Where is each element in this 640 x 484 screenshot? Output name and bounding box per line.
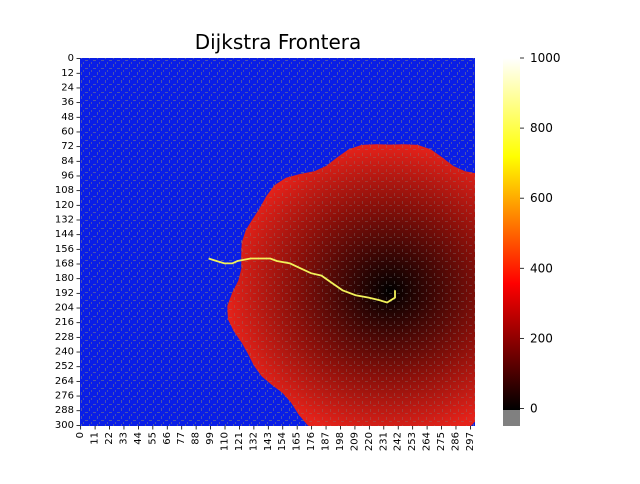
x-tick-label: 143 — [263, 432, 274, 451]
y-tick-label: 264 — [55, 376, 74, 387]
y-tick-label: 156 — [55, 244, 74, 255]
y-tick-label: 276 — [55, 391, 74, 402]
y-tick-label: 48 — [61, 112, 74, 123]
x-tick-label: 220 — [364, 432, 375, 451]
colorbar-tick-label: 600 — [530, 191, 553, 205]
y-tick-label: 144 — [55, 229, 74, 240]
y-tick-label: 204 — [55, 303, 74, 314]
y-tick-label: 96 — [61, 170, 74, 181]
y-tick-label: 300 — [55, 420, 74, 431]
y-tick-label: 12 — [61, 68, 74, 79]
x-tick-label: 77 — [176, 432, 187, 445]
y-tick-label: 0 — [68, 53, 74, 64]
chart-title: Dijkstra Frontera — [195, 30, 362, 54]
y-tick-label: 108 — [55, 185, 74, 196]
x-tick-label: 297 — [465, 432, 476, 451]
y-tick-label: 192 — [55, 288, 74, 299]
y-tick-label: 252 — [55, 361, 74, 372]
x-tick-label: 132 — [248, 432, 259, 451]
y-tick-label: 288 — [55, 405, 74, 416]
colorbar-tick-label: 400 — [530, 261, 553, 275]
y-tick-label: 84 — [61, 156, 74, 167]
colorbar-ticks: 0 200 400 600 800 1000 — [520, 51, 561, 415]
colorbar-tick-label: 0 — [530, 401, 538, 415]
x-tick-label: 110 — [220, 432, 231, 451]
x-tick-label: 209 — [349, 432, 360, 451]
colorbar: 0 200 400 600 800 1000 — [503, 51, 561, 426]
y-tick-label: 72 — [61, 141, 74, 152]
x-tick-label: 88 — [191, 432, 202, 445]
x-tick-label: 44 — [133, 432, 144, 445]
colorbar-tick-label: 1000 — [530, 51, 561, 65]
x-tick-label: 0 — [75, 432, 86, 438]
heatmap-plot-area — [80, 58, 475, 426]
colorbar-gradient — [503, 58, 520, 410]
y-tick-label: 216 — [55, 317, 74, 328]
y-tick-label: 240 — [55, 347, 74, 358]
x-tick-label: 286 — [451, 432, 462, 451]
x-tick-label: 11 — [90, 432, 101, 445]
x-tick-label: 198 — [335, 432, 346, 451]
y-tick-label: 132 — [55, 214, 74, 225]
y-tick-label: 36 — [61, 97, 74, 108]
y-tick-label: 24 — [61, 82, 74, 93]
x-tick-label: 231 — [378, 432, 389, 451]
y-tick-label: 168 — [55, 259, 74, 270]
x-tick-label: 275 — [436, 432, 447, 451]
x-tick-label: 99 — [205, 432, 216, 445]
x-tick-label: 154 — [277, 432, 288, 451]
y-tick-label: 228 — [55, 332, 74, 343]
y-tick-label: 120 — [55, 200, 74, 211]
x-tick-label: 22 — [104, 432, 115, 445]
colorbar-under-swatch — [503, 410, 520, 426]
x-tick-label: 187 — [321, 432, 332, 451]
shortest-path-line — [208, 257, 396, 304]
x-axis-ticks: 0 11 22 33 44 55 66 77 88 99 110 121 132 143 154 165 176… — [75, 426, 476, 451]
x-tick-label: 55 — [147, 432, 158, 445]
x-tick-label: 264 — [422, 432, 433, 451]
x-tick-label: 176 — [306, 432, 317, 451]
frontier-noise-overlay — [227, 144, 475, 426]
colorbar-tick-label: 200 — [530, 331, 553, 345]
x-tick-label: 242 — [393, 432, 404, 451]
x-tick-label: 33 — [119, 432, 130, 445]
x-tick-label: 66 — [162, 432, 173, 445]
x-tick-label: 253 — [407, 432, 418, 451]
y-axis-ticks: 0 12 24 36 48 60 72 84 96 108 120 132 144 156 168 180 19… — [55, 53, 80, 431]
colorbar-tick-label: 800 — [530, 121, 553, 135]
x-tick-label: 121 — [234, 432, 245, 451]
y-tick-label: 180 — [55, 273, 74, 284]
x-tick-label: 165 — [292, 432, 303, 451]
y-tick-label: 60 — [61, 126, 74, 137]
